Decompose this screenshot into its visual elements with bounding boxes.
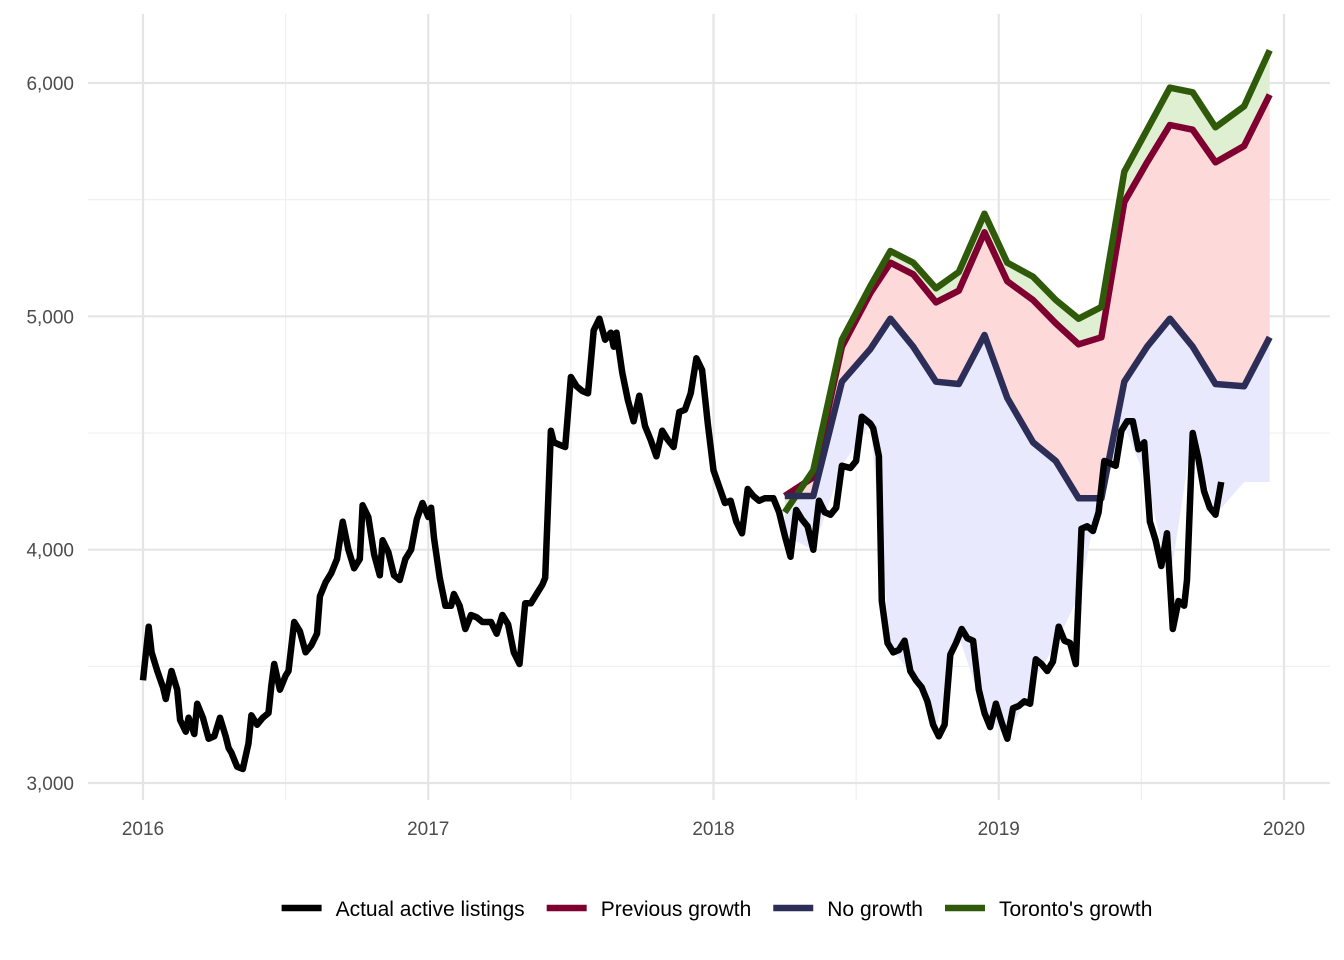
no-growth-line <box>784 315 1273 502</box>
legend: Actual active listings Previous growth No … <box>281 898 1152 921</box>
x-axis-ticks: 2016 2017 2018 2019 2020 <box>122 819 1305 840</box>
legend-item: No growth <box>773 898 923 921</box>
x-tick-label: 2019 <box>978 819 1020 840</box>
legend-label: No growth <box>827 898 923 921</box>
toronto-s-growth-line <box>782 48 1273 515</box>
previous-growth-line <box>783 93 1273 499</box>
legend-item: Previous growth <box>546 898 752 921</box>
y-tick-label: 4,000 <box>26 541 74 562</box>
toronto-growth-band <box>784 50 1270 513</box>
actual-active-listings-line <box>139 315 1225 773</box>
no-growth-band <box>784 318 1270 739</box>
x-tick-label: 2017 <box>407 819 449 840</box>
y-tick-label: 3,000 <box>26 774 74 795</box>
legend-label: Previous growth <box>601 898 752 921</box>
x-tick-label: 2016 <box>122 819 164 840</box>
legend-item: Actual active listings <box>281 898 525 921</box>
x-tick-label: 2018 <box>692 819 734 840</box>
legend-label: Toronto's growth <box>999 898 1152 921</box>
y-tick-label: 5,000 <box>26 307 74 328</box>
y-axis-ticks: 3,000 4,000 5,000 6,000 <box>26 74 74 795</box>
legend-label: Actual active listings <box>336 898 525 921</box>
legend-item: Toronto's growth <box>944 898 1152 921</box>
series-lines <box>139 48 1273 773</box>
y-tick-label: 6,000 <box>26 74 74 95</box>
x-tick-label: 2020 <box>1263 819 1305 840</box>
projection-fills <box>784 50 1270 739</box>
